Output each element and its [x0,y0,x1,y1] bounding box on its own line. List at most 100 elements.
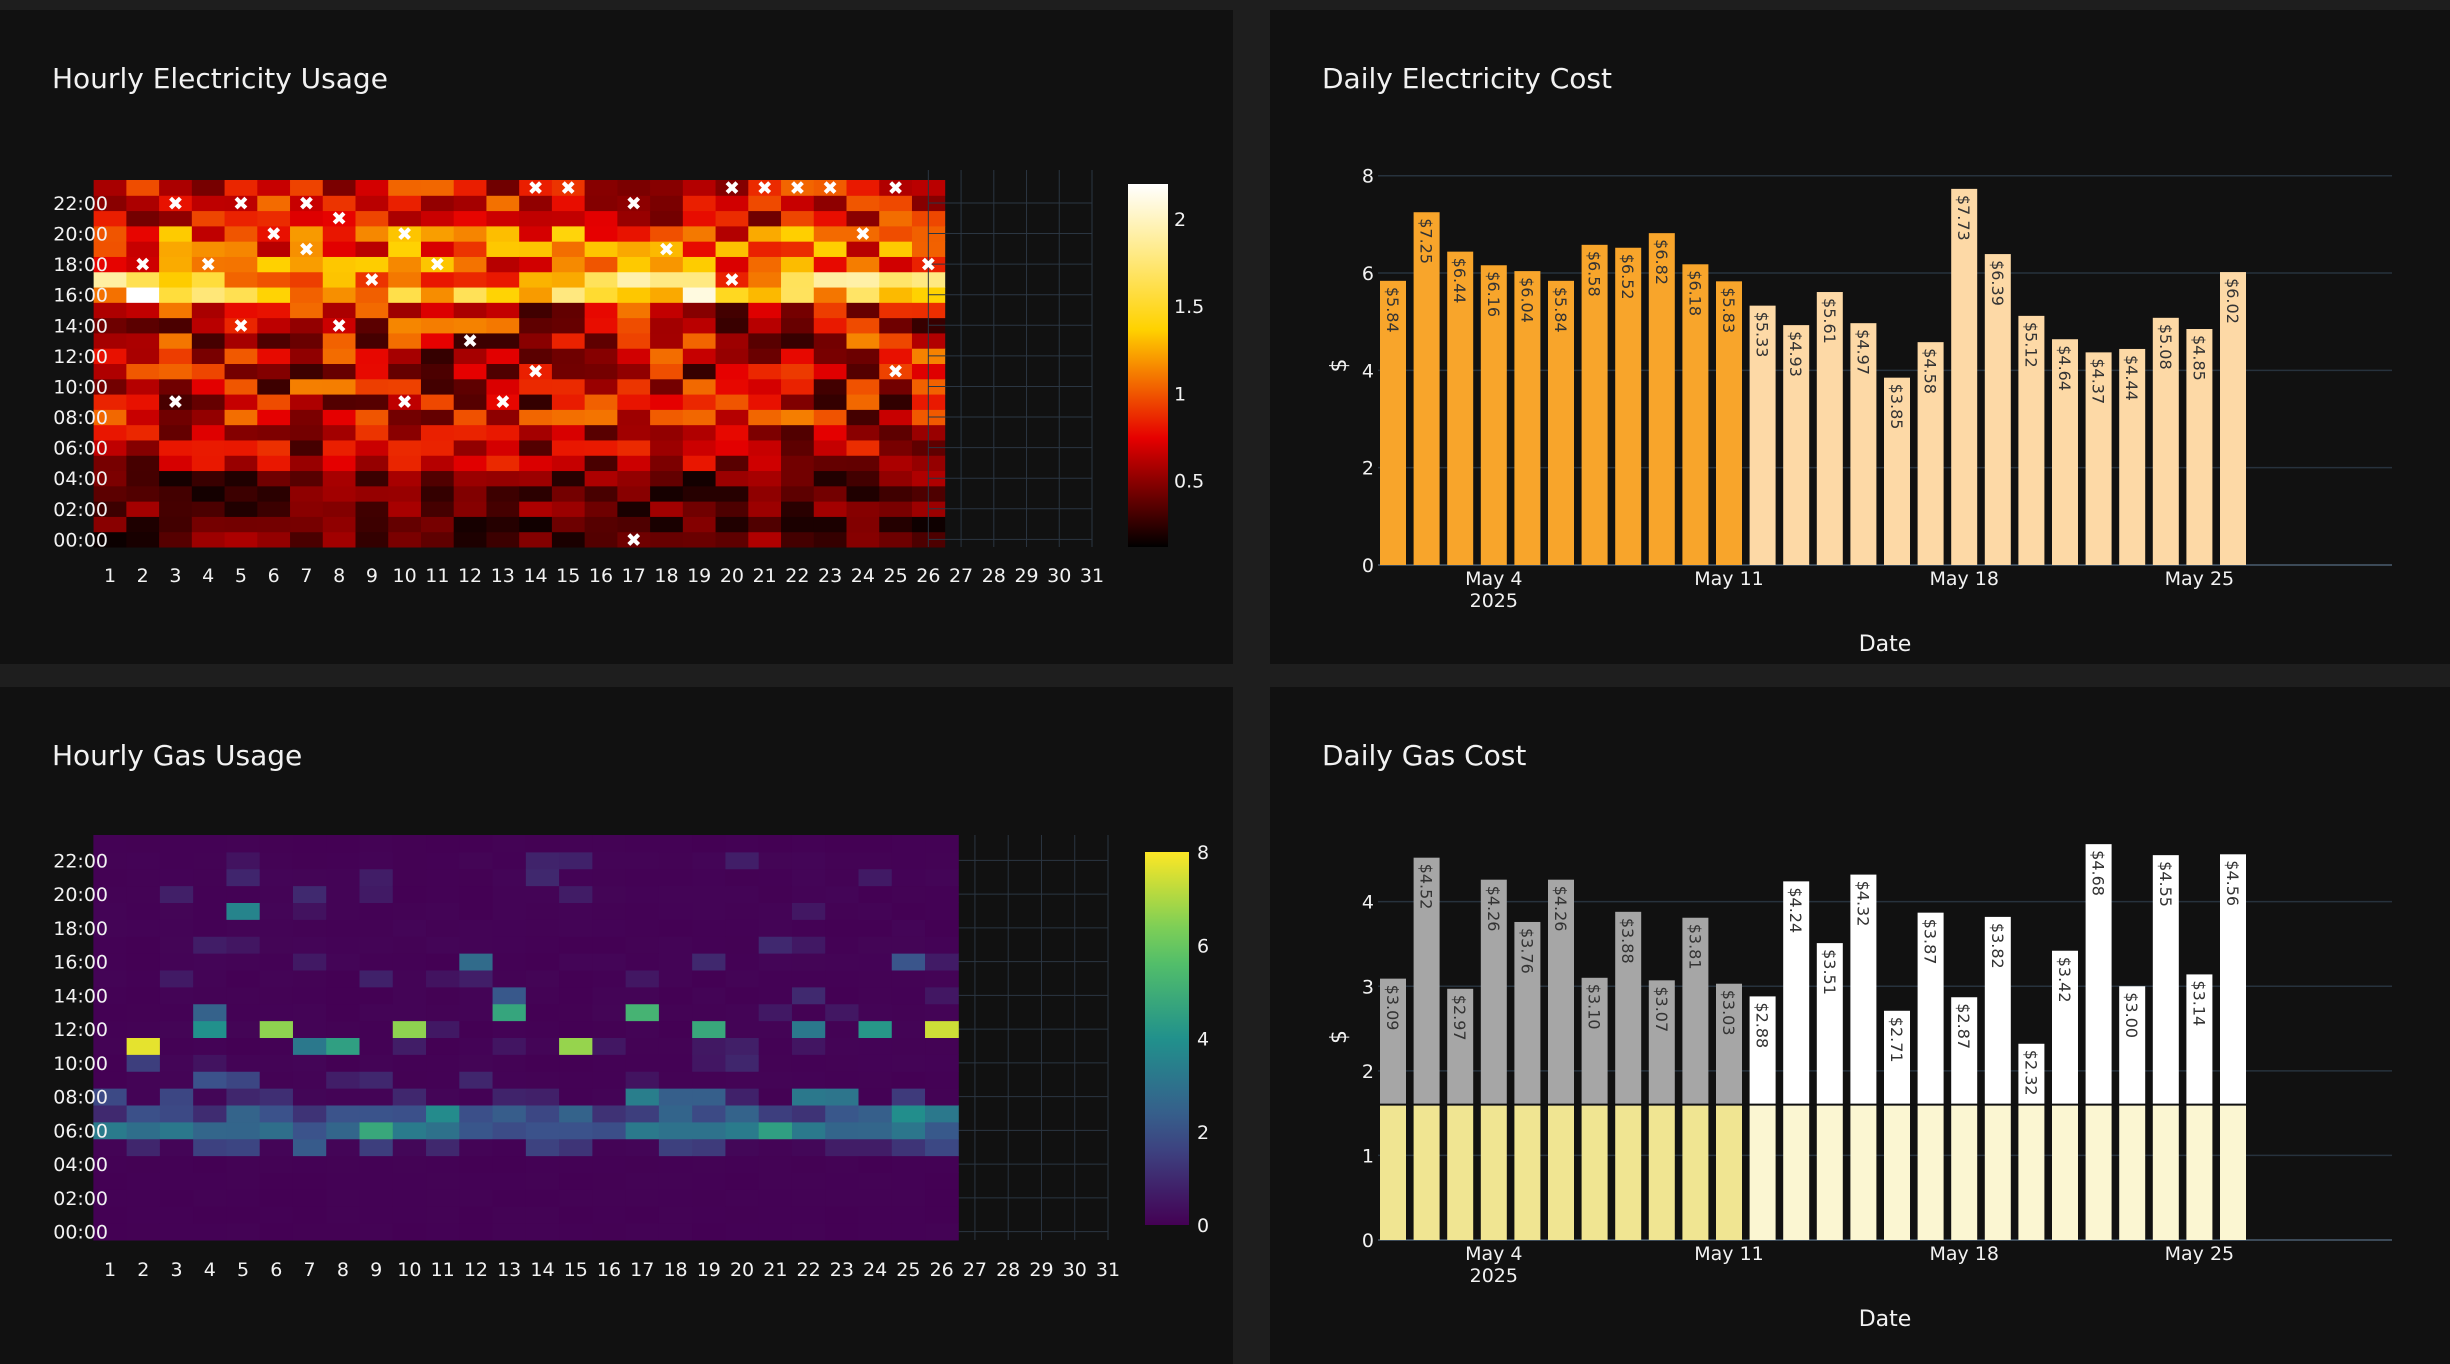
bar-base [1850,1104,1877,1240]
heatmap-cell [791,1172,826,1190]
heatmap-cell [359,835,394,853]
y-tick-label: 8 [1362,166,1374,188]
heatmap-cell [519,531,553,548]
y-tick-label: 18:00 [53,918,108,940]
bar-base [1984,1104,2011,1240]
heatmap-cell [159,936,194,954]
bar [2152,317,2179,565]
heatmap-cell [426,1138,460,1157]
heatmap-cell [159,424,193,441]
heatmap-cell [525,1088,560,1106]
bar [2085,352,2112,565]
heatmap-cell [725,986,760,1005]
heatmap-cell [592,835,627,853]
gas-usage-heatmap[interactable]: 1 2 3 4 5 6 7 8 9 10 11 12 13 14 15 16 17 18 19 20 21 22 23 24 2… [0,687,1233,1364]
chart-title: Daily Electricity Cost [1322,62,1612,95]
heatmap-cell [226,953,261,971]
heatmap-cell [290,332,324,349]
heatmap-cell [692,1223,726,1241]
bar-value-label: $3.85 [1887,384,1906,430]
heatmap-cell [359,1206,394,1224]
heatmap-cell [891,1054,926,1072]
heatmap-cell [126,241,160,257]
heatmap-cell [519,470,553,487]
heatmap-cell [715,271,749,288]
bar [1413,857,1440,1105]
heatmap-cell [453,302,487,319]
heatmap-cell [592,1206,627,1224]
heatmap-cell [453,210,487,227]
heatmap-cell [453,256,487,273]
gas-cost-bar-chart[interactable]: 01234$3.09$4.52$2.97$4.26$3.76$4.26$3.10… [1270,687,2450,1364]
bar [1682,917,1709,1105]
heatmap-cell [486,210,520,227]
anomaly-marker: ✖ [266,224,282,246]
heatmap-cell [226,1138,261,1157]
heatmap-cell [748,516,782,533]
heatmap-cell [725,953,760,971]
heatmap-cell [290,210,324,227]
heatmap-cell [93,986,128,1005]
heatmap-cell [486,409,520,426]
heatmap-cell [224,363,258,380]
y-tick-label: 00:00 [53,529,108,551]
anomaly-marker: ✖ [724,178,740,200]
heatmap-cell [879,195,913,212]
y-tick-label: 08:00 [53,407,108,429]
heatmap-cell [658,953,693,971]
heatmap-cell [791,868,826,887]
heatmap-cell [650,332,684,349]
heatmap-cell [126,225,160,242]
heatmap-cell [725,1223,760,1241]
heatmap-cell [193,1189,227,1207]
electricity-usage-heatmap[interactable]: ✖ ✖ ✖ ✖ ✖ ✖ ✖✖ ✖ ✖ ✖✖✖ ✖ ✖✖ ✖✖ ✖ ✖ ✖✖ ✖✖ ✖✖✖ ✖✖ ✖✖✖1 2 3 4 5 6 7 8… [0,10,1233,664]
heatmap-cell [292,1037,327,1055]
heatmap-cell [93,210,127,227]
heatmap-cell [292,1189,327,1207]
heatmap-cell [126,986,161,1005]
heatmap-cell [584,531,618,548]
heatmap-cell [658,1189,693,1207]
bar [1413,212,1440,565]
heatmap-cell [359,851,394,870]
heatmap-cell [758,1206,793,1224]
heatmap-cell [355,424,389,441]
heatmap-cell [692,835,726,853]
heatmap-cell [159,378,193,395]
bar-base [1783,1104,1810,1240]
x-tick-label: 1 [104,1259,116,1281]
heatmap-cell [650,485,684,502]
heatmap-cell [715,439,749,456]
heatmap-cell [891,835,926,853]
anomaly-marker: ✖ [822,178,838,200]
heatmap-cell [858,1121,893,1140]
heatmap-cell [748,394,782,410]
heatmap-cell [748,317,782,334]
heatmap-cell [459,953,494,971]
heatmap-cell [426,1054,460,1072]
heatmap-cell [159,256,193,273]
bar-base [1682,1104,1709,1240]
heatmap-cell [159,1155,194,1173]
heatmap-cell [492,835,527,853]
heatmap-cell [359,1172,394,1190]
y-tick-label: 22:00 [53,850,108,872]
heatmap-cell [617,470,651,487]
heatmap-cell [426,1223,460,1241]
heatmap-cell [226,1054,261,1072]
heatmap-cell [748,302,782,319]
heatmap-cell [758,1121,793,1140]
heatmap-cell [748,409,782,426]
heatmap-cell [193,1121,227,1140]
heatmap-cell [420,516,455,533]
heatmap-cell [715,332,749,349]
bar-value-label: $4.56 [2223,860,2242,906]
heatmap-cell [519,439,553,456]
heatmap-cell [813,302,847,319]
x-tick-label: May 11 [1694,568,1764,590]
heatmap-cell [486,348,520,364]
x-tick-sublabel: 2025 [1470,590,1518,612]
heatmap-cell [551,256,586,273]
heatmap-cell [748,287,782,303]
